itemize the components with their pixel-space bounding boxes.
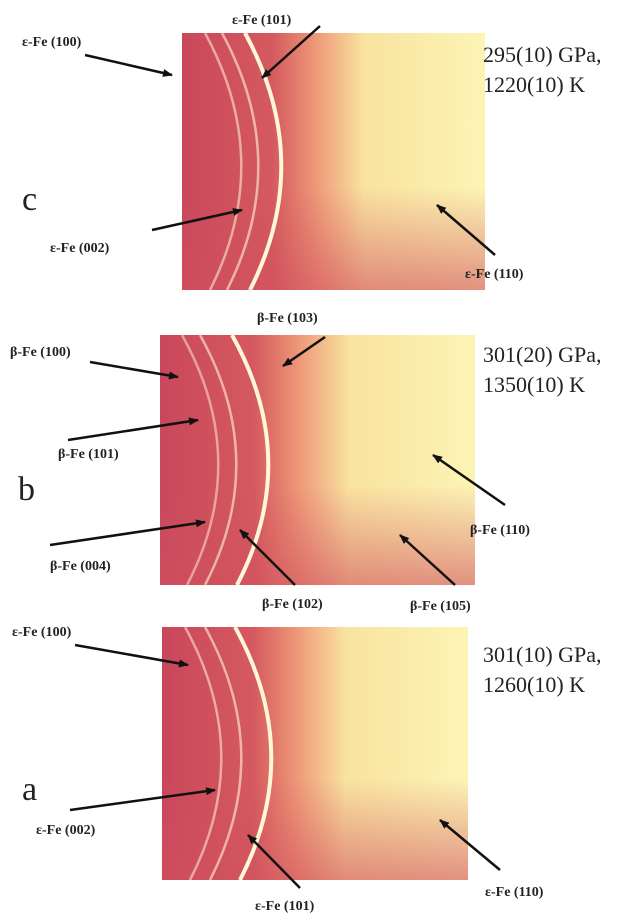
image-shade [162, 627, 468, 880]
peak-label: ε-Fe (101) [255, 899, 315, 914]
panels: c 295(10) GPa, 1220(10) K ε-Fe (100) ε-Fe (1… [10, 13, 602, 914]
peak-label: β-Fe (105) [410, 599, 471, 614]
peak-label: β-Fe (100) [10, 345, 71, 360]
panel-label: a [22, 771, 37, 808]
conditions: 301(20) GPa, [483, 342, 602, 367]
peak-label: ε-Fe (110) [485, 885, 544, 900]
panel-label: b [18, 471, 35, 508]
figure: c 295(10) GPa, 1220(10) K ε-Fe (100) ε-Fe (1… [0, 0, 643, 915]
peak-label: ε-Fe (110) [465, 267, 524, 282]
peak-label: β-Fe (101) [58, 447, 119, 462]
conditions: 295(10) GPa, [483, 42, 602, 67]
conditions: 1220(10) K [483, 72, 585, 97]
image-shade [160, 335, 475, 585]
peak-label: β-Fe (103) [257, 311, 318, 326]
panel: c 295(10) GPa, 1220(10) K ε-Fe (100) ε-Fe (1… [22, 13, 602, 290]
arrow [85, 55, 172, 75]
peak-label: ε-Fe (101) [232, 13, 292, 28]
panel: a 301(10) GPa, 1260(10) K ε-Fe (100) ε-Fe (0… [12, 625, 602, 914]
conditions: 1260(10) K [483, 672, 585, 697]
conditions: 301(10) GPa, [483, 642, 602, 667]
peak-label: ε-Fe (100) [22, 35, 82, 50]
peak-label: β-Fe (110) [470, 523, 530, 538]
peak-label: β-Fe (004) [50, 559, 111, 574]
peak-label: ε-Fe (100) [12, 625, 72, 640]
panel: b 301(20) GPa, 1350(10) K β-Fe (103) β-Fe (1… [10, 311, 602, 614]
peak-label: β-Fe (102) [262, 597, 323, 612]
peak-label: ε-Fe (002) [36, 823, 96, 838]
panel-label: c [22, 181, 37, 218]
peak-label: ε-Fe (002) [50, 241, 110, 256]
conditions: 1350(10) K [483, 372, 585, 397]
